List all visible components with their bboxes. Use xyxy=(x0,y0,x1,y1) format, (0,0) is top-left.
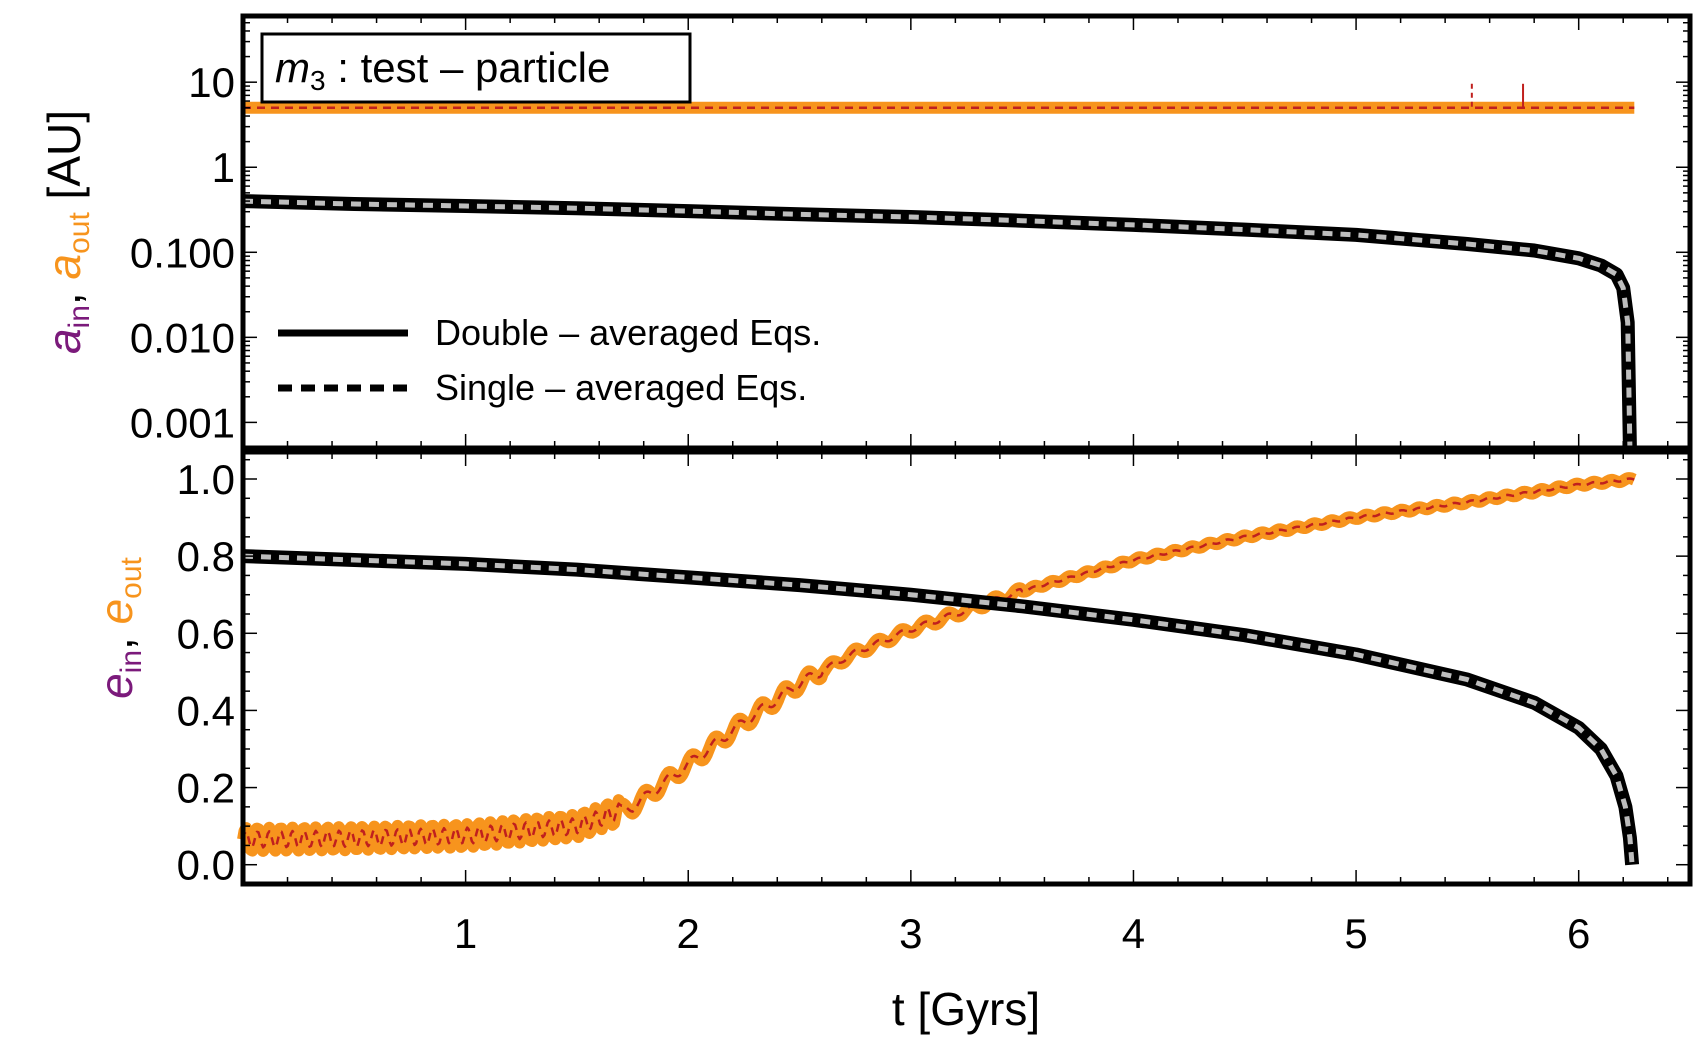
series-line-e-in-double-averaged xyxy=(242,549,1640,866)
top-y-ticks: 0.001 0.010 0.100 1 10 xyxy=(130,15,1690,446)
bottom-y-tick-label: 0.0 xyxy=(177,842,235,889)
top-y-axis-title: ain, aout [AU] xyxy=(38,110,96,354)
bottom-y-ticks: 0.0 0.2 0.4 0.6 0.8 1.0 xyxy=(177,456,1690,889)
x-tick-label: 2 xyxy=(677,910,700,957)
legend: Double – averaged Eqs. Single – averaged… xyxy=(278,312,821,408)
top-y-tick-label: 10 xyxy=(188,59,235,106)
legend-label-single: Single – averaged Eqs. xyxy=(435,367,807,408)
x-tick-label: 6 xyxy=(1567,910,1590,957)
bottom-y-tick-label: 0.6 xyxy=(177,610,235,657)
top-plot-frame xyxy=(240,13,1693,451)
bottom-y-tick-label: 0.2 xyxy=(177,765,235,812)
a-out-subscript: out xyxy=(63,212,96,254)
x-tick-label: 1 xyxy=(454,910,477,957)
x-axis-title: t [Gyrs] xyxy=(892,983,1040,1035)
a-unit: [AU] xyxy=(38,110,90,212)
top-y-tick-label: 0.100 xyxy=(130,229,235,276)
annotation-text: : test – particle xyxy=(326,44,611,91)
e-out-subscript: out xyxy=(115,556,148,598)
annotation-box xyxy=(260,32,692,104)
x-tick-label: 4 xyxy=(1122,910,1145,957)
a-in-symbol: a xyxy=(38,328,90,354)
bottom-y-tick-label: 0.8 xyxy=(177,533,235,580)
a-in-subscript: in xyxy=(63,305,96,328)
legend-label-double: Double – averaged Eqs. xyxy=(435,312,821,353)
annotation-symbol: m xyxy=(275,44,310,91)
bottom-plot-frame xyxy=(240,449,1693,887)
series-line-e-out-single-averaged xyxy=(241,477,1635,849)
e-separator: , xyxy=(90,624,142,650)
bottom-x-ticks: 1 2 3 4 5 6 xyxy=(243,452,1690,957)
a-separator: , xyxy=(38,280,90,306)
top-y-tick-label: 0.001 xyxy=(130,399,235,446)
bottom-series-group xyxy=(237,472,1640,866)
series-line-a-in-single-averaged xyxy=(242,198,1633,449)
e-out-symbol: e xyxy=(90,599,142,625)
bottom-y-tick-label: 1.0 xyxy=(177,456,235,503)
annotation-label: m3 : test – particle xyxy=(275,44,610,96)
e-in-subscript: in xyxy=(115,650,148,673)
x-tick-label: 5 xyxy=(1344,910,1367,957)
top-series-group xyxy=(242,83,1637,449)
e-in-symbol: e xyxy=(90,673,142,699)
annotation-subscript: 3 xyxy=(310,65,326,96)
x-tick-label: 3 xyxy=(899,910,922,957)
bottom-y-axis-title: ein, eout xyxy=(90,556,148,698)
a-out-symbol: a xyxy=(38,254,90,280)
top-y-tick-label: 1 xyxy=(212,144,235,191)
bottom-y-tick-label: 0.4 xyxy=(177,687,235,734)
top-y-tick-label: 0.010 xyxy=(130,314,235,361)
